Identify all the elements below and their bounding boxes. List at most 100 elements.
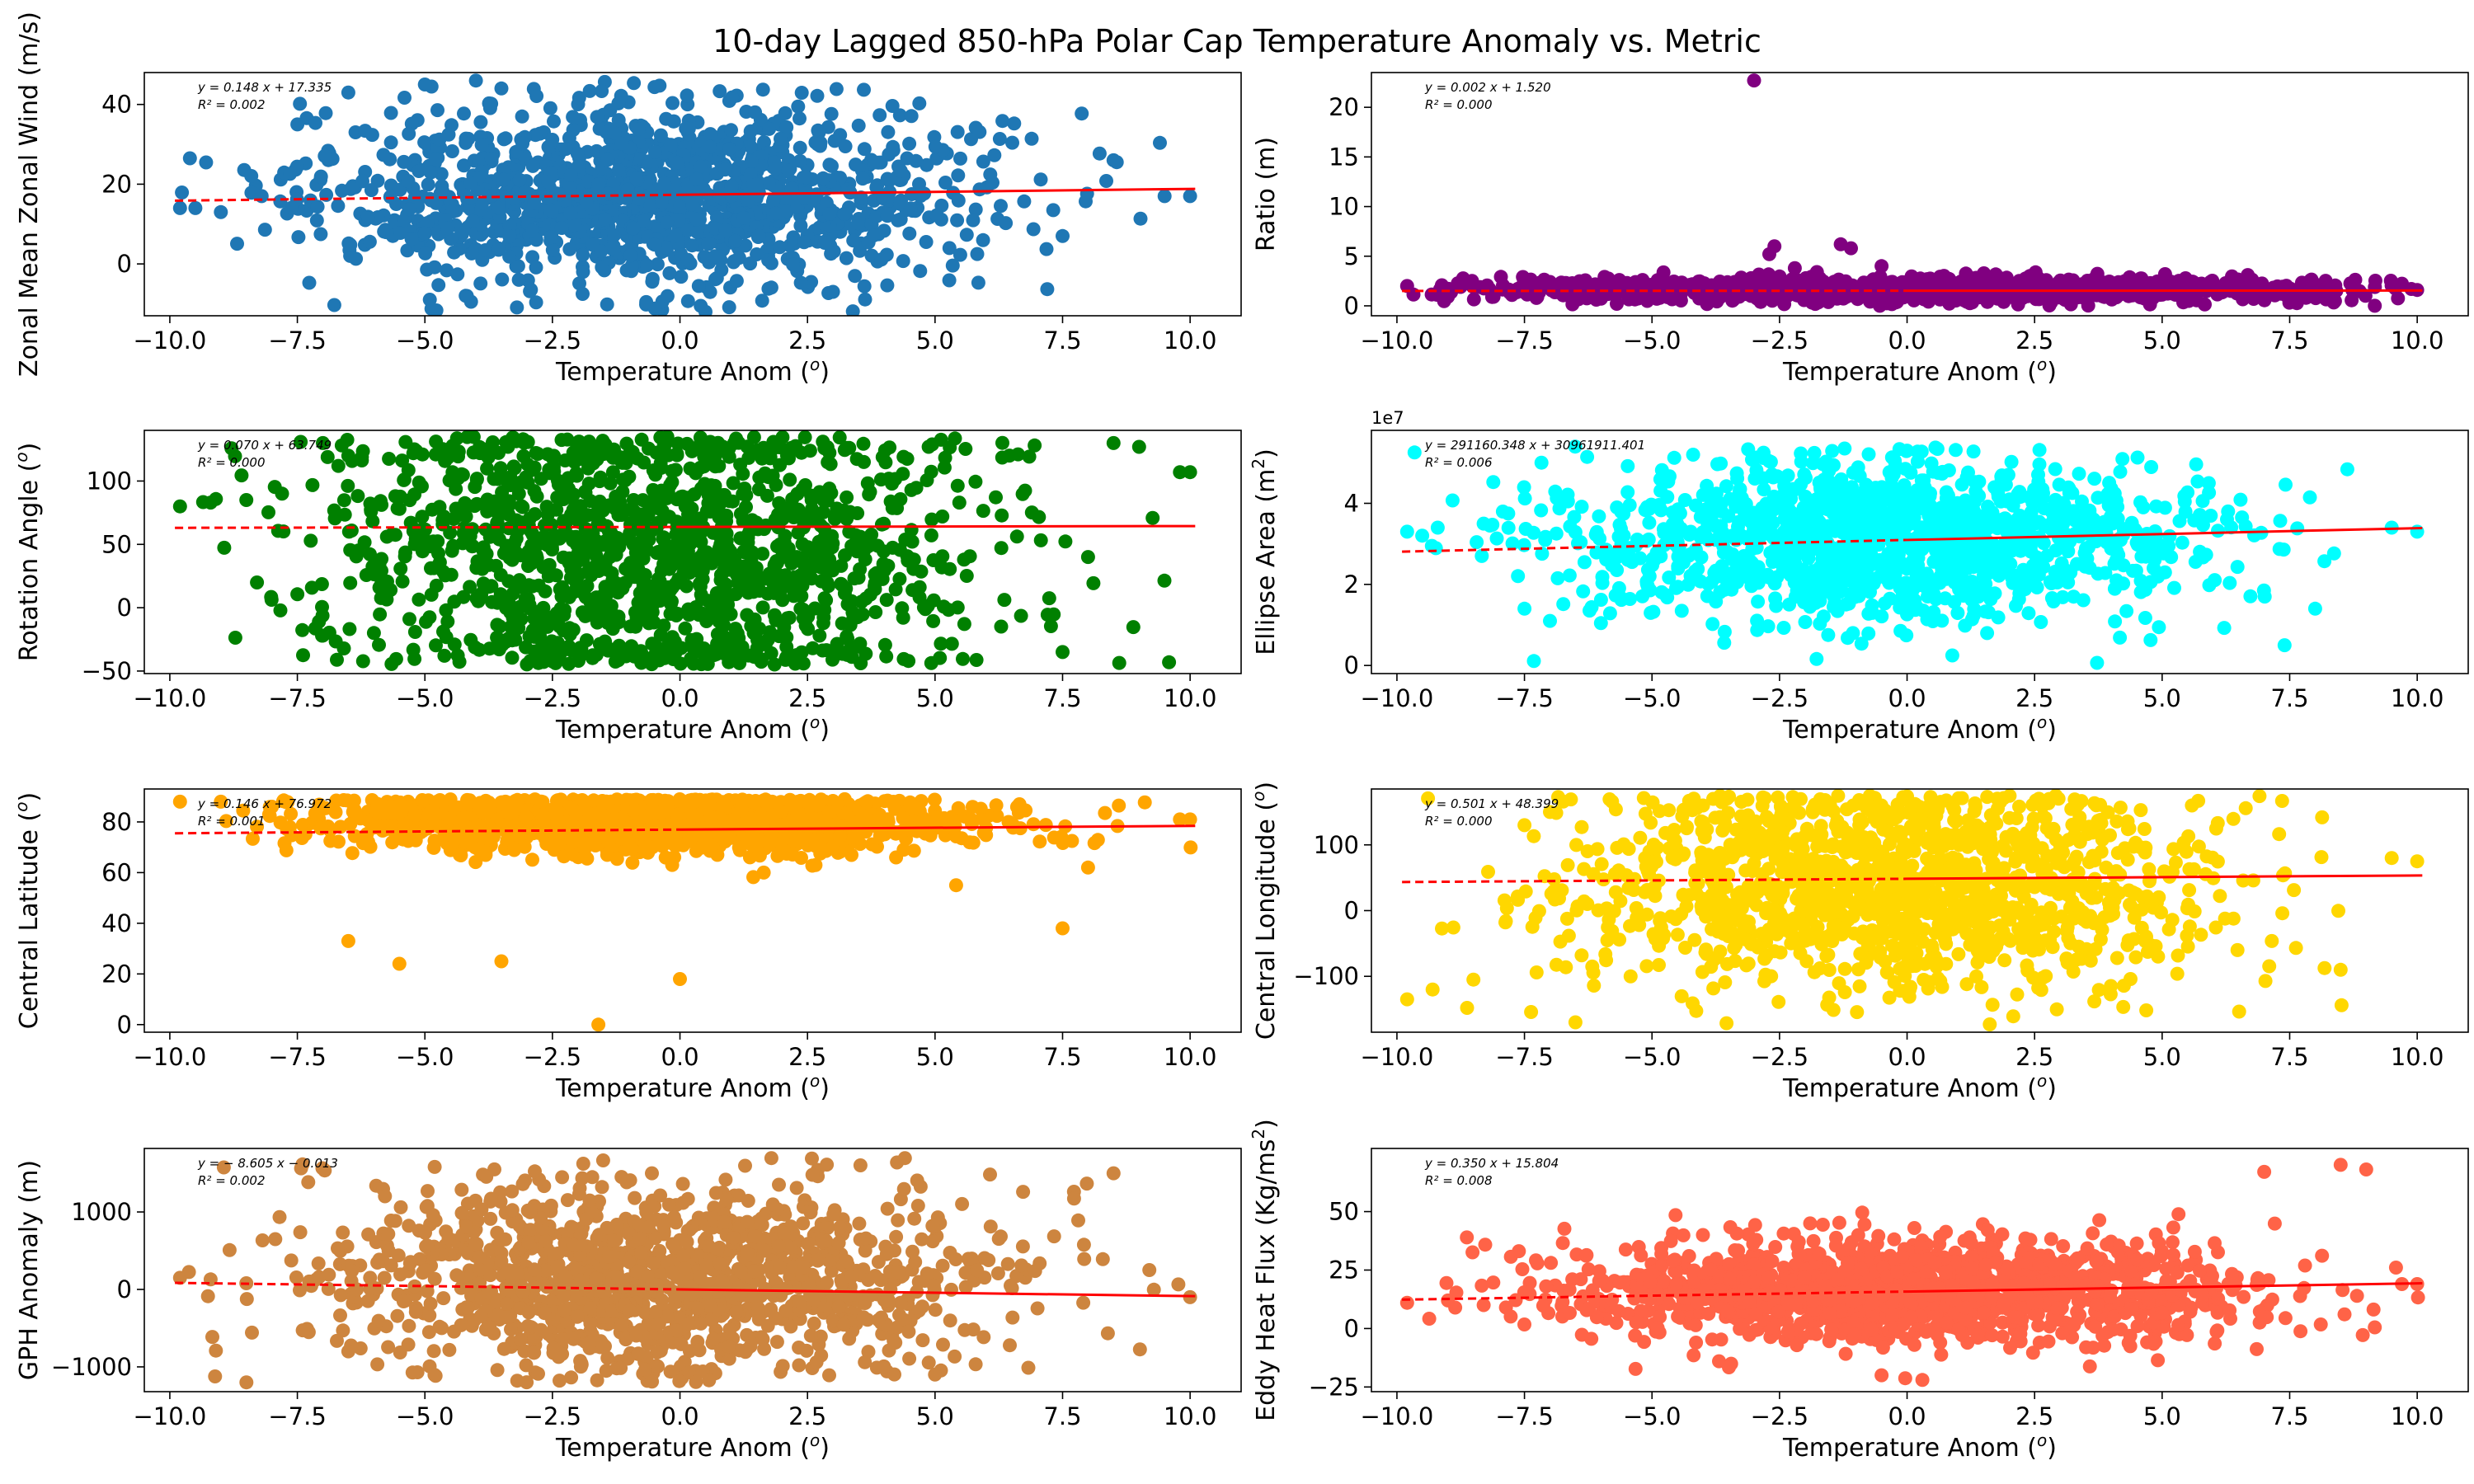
scatter-point [290, 117, 305, 132]
scatter-point [934, 636, 948, 651]
scatter-point [903, 201, 918, 216]
scatter-point [366, 626, 381, 641]
scatter-point [816, 171, 830, 186]
scatter-point [875, 571, 890, 586]
x-tick-label: 2.5 [788, 326, 826, 355]
scatter-point [944, 636, 959, 651]
scatter-point [451, 471, 466, 486]
scatter-point [680, 579, 694, 594]
scatter-point [599, 588, 614, 603]
scatter-point [585, 440, 600, 455]
scatter-point [827, 134, 842, 148]
scatter-point [1752, 267, 1766, 282]
scatter-point [398, 434, 413, 449]
scatter-point [995, 508, 1009, 523]
scatter-point [520, 475, 535, 490]
scatter-point [493, 461, 508, 476]
scatter-point [2082, 278, 2097, 293]
scatter-point [708, 272, 722, 287]
scatter-point [666, 96, 680, 110]
scatter-point [881, 558, 896, 573]
scatter-point [2113, 630, 2128, 645]
scatter-point [689, 212, 704, 227]
scatter-point [182, 151, 197, 166]
scatter-point [2256, 583, 2271, 598]
scatter-point [1837, 441, 1852, 456]
scatter-point [655, 195, 669, 209]
x-tick-label: 10.0 [2391, 326, 2444, 355]
subplots-grid: −10.0 −7.5 −5.0 −2.5 0.0 2.5 5.0 7.5 10.002040Te… [12, 12, 2469, 1463]
regression-equation: y = 0.002 x + 1.520 [1424, 80, 1551, 95]
scatter-point [498, 131, 513, 146]
scatter-point [2032, 457, 2047, 472]
scatter-point [273, 603, 288, 618]
scatter-point [172, 200, 187, 215]
scatter-point [417, 77, 432, 92]
scatter-point [435, 517, 450, 532]
scatter-point [437, 648, 452, 663]
scatter-point [839, 251, 854, 265]
scatter-point [527, 460, 542, 475]
scatter-point [869, 209, 884, 223]
scatter-point [506, 586, 520, 601]
scatter-point [1568, 439, 1583, 454]
scatter-point [499, 601, 514, 615]
y-tick-label: −50 [82, 657, 132, 685]
scatter-point [1798, 615, 1813, 629]
scatter-point [360, 209, 375, 224]
scatter-point [739, 488, 754, 503]
scatter-point [336, 493, 351, 508]
scatter-point [459, 135, 473, 150]
scatter-point [779, 120, 794, 134]
scatter-point [2152, 620, 2166, 635]
scatter-point [463, 202, 477, 217]
scatter-point [689, 600, 703, 614]
scatter-point [904, 109, 919, 124]
scatter-point [1903, 465, 1918, 480]
scatter-point [1957, 284, 1972, 299]
scatter-point [761, 176, 776, 190]
scatter-point [2189, 277, 2204, 292]
scatter-point [417, 226, 432, 241]
scatter-point [725, 90, 740, 105]
x-tick-label: 5.0 [916, 684, 954, 712]
scatter-point [765, 195, 780, 209]
regression-equation: y = 0.070 x + 63.749 [197, 438, 332, 453]
scatter-point [892, 108, 907, 123]
scatter-point [340, 433, 355, 447]
scatter-point [1032, 510, 1047, 524]
scatter-point [601, 186, 615, 201]
scatter-point [870, 178, 885, 193]
scatter-point [637, 214, 651, 228]
scatter-point [402, 612, 416, 627]
scatter-point [330, 652, 344, 667]
scatter-point [994, 619, 1009, 634]
scatter-point [1610, 297, 1624, 311]
scatter-point [1056, 228, 1070, 243]
scatter-point [484, 189, 498, 203]
scatter-point [670, 155, 684, 170]
scatter-point [2181, 294, 2196, 308]
scatter-point [562, 639, 576, 654]
scatter-point [415, 447, 430, 462]
scatter-point [995, 450, 1009, 465]
scatter-point [604, 566, 619, 580]
scatter-point [824, 247, 839, 261]
scatter-point [1587, 277, 1602, 292]
scatter-point [796, 656, 811, 671]
scatter-point [795, 482, 810, 497]
scatter-point [693, 159, 708, 174]
scatter-point [994, 199, 1008, 214]
x-axis-label: Temperature Anom (o) [555, 355, 830, 387]
scatter-point [384, 527, 399, 542]
x-tick-label: −2.5 [1751, 326, 1808, 355]
scatter-point [541, 175, 556, 190]
scatter-point [554, 221, 569, 235]
scatter-point [640, 258, 654, 273]
scatter-point [553, 491, 567, 505]
scatter-point [404, 232, 419, 247]
scatter-point [686, 656, 701, 671]
y-tick-label: 15 [1329, 143, 1359, 171]
scatter-point [1705, 617, 1720, 632]
scatter-point [586, 650, 600, 665]
